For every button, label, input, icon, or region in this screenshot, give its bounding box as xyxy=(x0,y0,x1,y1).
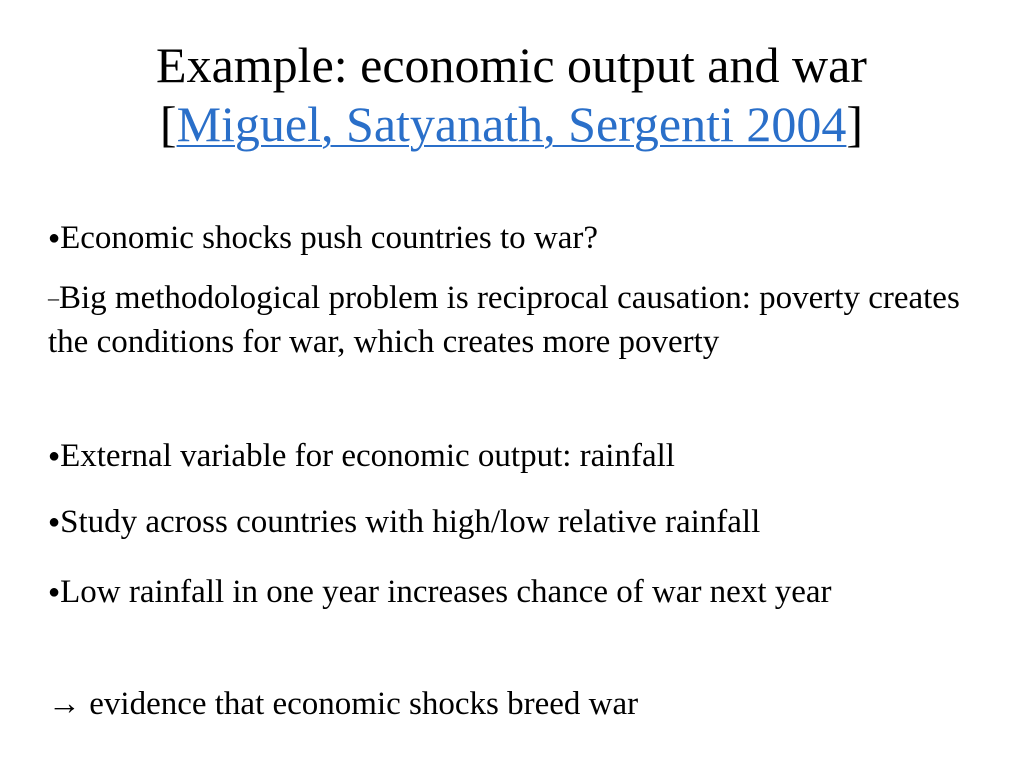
bullet-text: Study across countries with high/low rel… xyxy=(60,504,761,540)
bullet-icon: ● xyxy=(48,227,61,249)
bullet-item: ●Low rainfall in one year increases chan… xyxy=(48,568,978,616)
bullet-icon: ● xyxy=(48,445,61,467)
bullet-item: ●Study across countries with high/low re… xyxy=(48,500,978,544)
title-close-bracket: ] xyxy=(846,96,864,152)
bullet-text: External variable for economic output: r… xyxy=(60,438,675,474)
bullet-item: ●External variable for economic output: … xyxy=(48,434,978,478)
sub-bullet-item: –Big methodological problem is reciproca… xyxy=(48,276,978,364)
bullet-text: Low rainfall in one year increases chanc… xyxy=(60,574,832,610)
bullet-icon: ● xyxy=(48,511,61,533)
bullet-text: Economic shocks push countries to war? xyxy=(60,220,599,256)
slide-title: Example: economic output and war [Miguel… xyxy=(0,36,1023,154)
conclusion-text: → evidence that economic shocks breed wa… xyxy=(48,686,639,722)
sub-bullet-text: Big methodological problem is reciprocal… xyxy=(48,280,960,360)
bullet-item: ●Economic shocks push countries to war? xyxy=(48,216,978,260)
bullet-icon: ● xyxy=(48,581,61,603)
title-line-1: Example: economic output and war xyxy=(156,37,867,93)
citation-link[interactable]: Miguel, Satyanath, Sergenti 2004 xyxy=(176,96,847,152)
dash-icon: – xyxy=(48,285,59,310)
title-open-bracket: [ xyxy=(159,96,177,152)
conclusion-line: → evidence that economic shocks breed wa… xyxy=(48,682,978,726)
